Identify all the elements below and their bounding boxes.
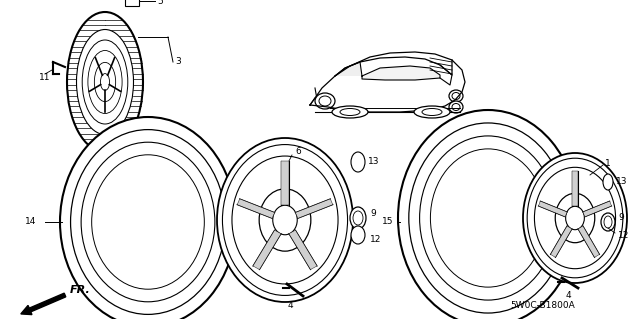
Ellipse shape xyxy=(449,90,463,102)
Polygon shape xyxy=(253,230,281,270)
Text: 6: 6 xyxy=(295,147,301,157)
Ellipse shape xyxy=(67,12,143,152)
Polygon shape xyxy=(550,226,572,257)
Ellipse shape xyxy=(452,93,460,100)
Polygon shape xyxy=(335,62,362,76)
Ellipse shape xyxy=(566,206,584,230)
Polygon shape xyxy=(572,171,578,206)
Ellipse shape xyxy=(430,149,545,287)
Ellipse shape xyxy=(340,108,360,115)
Ellipse shape xyxy=(319,96,331,106)
Text: 4: 4 xyxy=(287,300,293,309)
Ellipse shape xyxy=(409,123,567,313)
Ellipse shape xyxy=(315,93,335,109)
Polygon shape xyxy=(362,66,440,80)
Ellipse shape xyxy=(273,205,297,235)
Ellipse shape xyxy=(217,138,353,302)
Ellipse shape xyxy=(604,216,612,228)
Ellipse shape xyxy=(353,211,363,225)
Text: 3: 3 xyxy=(175,57,180,66)
Ellipse shape xyxy=(350,207,366,229)
FancyArrow shape xyxy=(21,293,66,315)
Ellipse shape xyxy=(259,189,311,251)
Polygon shape xyxy=(237,199,275,218)
Text: 15: 15 xyxy=(382,218,394,226)
Text: 12: 12 xyxy=(618,231,629,240)
Ellipse shape xyxy=(81,142,215,302)
Ellipse shape xyxy=(88,50,122,114)
Ellipse shape xyxy=(223,145,348,295)
Polygon shape xyxy=(578,226,600,257)
Text: 9: 9 xyxy=(618,213,624,222)
Ellipse shape xyxy=(556,193,595,243)
Text: 13: 13 xyxy=(616,177,627,187)
Ellipse shape xyxy=(523,153,627,283)
Ellipse shape xyxy=(452,103,460,110)
Text: 11: 11 xyxy=(39,72,51,81)
Text: 4: 4 xyxy=(565,291,571,300)
Ellipse shape xyxy=(60,117,236,319)
Polygon shape xyxy=(296,199,333,218)
Polygon shape xyxy=(289,230,317,270)
Text: 5W0C-B1800A: 5W0C-B1800A xyxy=(510,300,575,309)
Ellipse shape xyxy=(601,213,615,231)
Polygon shape xyxy=(583,201,612,217)
Ellipse shape xyxy=(603,174,613,190)
Text: 5: 5 xyxy=(157,0,163,5)
Ellipse shape xyxy=(422,108,442,115)
Text: FR.: FR. xyxy=(70,285,91,295)
Ellipse shape xyxy=(420,136,556,300)
Ellipse shape xyxy=(70,130,225,315)
Ellipse shape xyxy=(100,74,109,90)
Ellipse shape xyxy=(82,40,128,124)
Text: 12: 12 xyxy=(370,235,381,244)
Ellipse shape xyxy=(351,152,365,172)
Ellipse shape xyxy=(92,155,204,289)
Text: 9: 9 xyxy=(370,209,376,218)
Ellipse shape xyxy=(527,158,623,278)
Polygon shape xyxy=(538,201,567,217)
Ellipse shape xyxy=(77,29,134,135)
Text: 13: 13 xyxy=(368,158,380,167)
Text: 14: 14 xyxy=(25,218,36,226)
Ellipse shape xyxy=(351,226,365,244)
Text: 1: 1 xyxy=(605,159,611,167)
Ellipse shape xyxy=(232,156,338,284)
Ellipse shape xyxy=(414,106,450,118)
Ellipse shape xyxy=(398,110,578,319)
Bar xyxy=(125,0,139,6)
Ellipse shape xyxy=(332,106,368,118)
Polygon shape xyxy=(281,161,289,205)
Ellipse shape xyxy=(534,167,616,269)
Ellipse shape xyxy=(449,101,463,113)
Ellipse shape xyxy=(94,63,116,101)
